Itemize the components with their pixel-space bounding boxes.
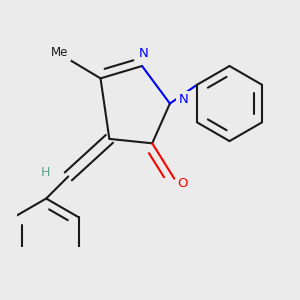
Text: O: O [177,177,188,190]
Text: N: N [178,93,188,106]
Text: F: F [42,299,50,300]
Text: N: N [139,47,149,60]
Text: Me: Me [51,46,69,59]
Text: H: H [40,167,50,179]
